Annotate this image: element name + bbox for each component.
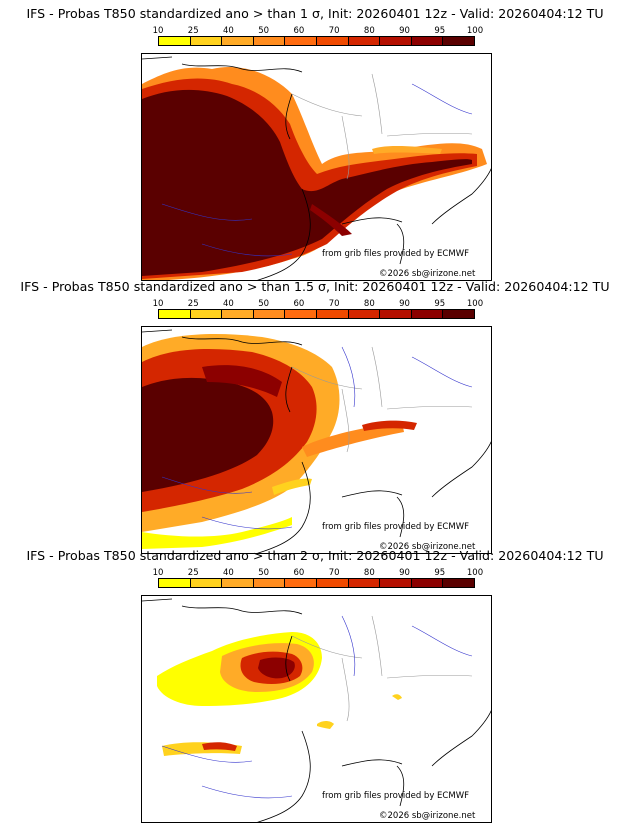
panel-title: IFS - Probas T850 standardized ano > tha… [26,548,604,563]
colorbar-swatch [411,310,444,318]
colorbar-tick-label: 90 [399,568,410,578]
colorbar-swatch [190,310,223,318]
colorbar-swatch [348,37,381,45]
colorbar-swatch [222,37,254,45]
colorbar-tick-label: 60 [293,299,305,309]
colorbar-tick-label: 90 [399,299,410,309]
colorbar-tick-label: 50 [258,299,270,309]
colorbar-tick-label: 10 [152,26,164,36]
colorbar-tick-label: 25 [187,568,199,578]
colorbar-ticks: 10 25 40 50 60 70 80 90 95 100 [153,299,484,309]
colorbar-swatch [253,37,286,45]
colorbar-tick-label: 80 [363,568,375,578]
colorbar-swatch [316,37,349,45]
colorbar-tick-label: 40 [223,568,234,578]
colorbar [158,36,475,46]
colorbar-tick-label: 70 [328,26,340,36]
colorbar-tick-label: 95 [434,568,446,578]
probability-map: from grib files provided by ECMWF ©2026 … [141,595,492,823]
map-panel-2sigma: IFS - Probas T850 standardized ano > tha… [0,548,630,823]
colorbar-tick-label: 40 [223,26,234,36]
colorbar-tick-label: 95 [434,299,446,309]
colorbar-tick-label: 70 [328,299,340,309]
colorbar-swatch [443,37,474,45]
colorbar-swatch [222,579,254,587]
colorbar-tick-label: 10 [152,299,164,309]
colorbar-swatch [348,310,381,318]
colorbar-tick-label: 100 [466,26,484,36]
colorbar-tick-label: 90 [399,26,410,36]
colorbar-tick-label: 100 [466,299,484,309]
map-panel-1sigma: IFS - Probas T850 standardized ano > tha… [0,6,630,281]
colorbar-swatch [159,310,191,318]
colorbar-swatch [253,579,286,587]
colorbar-swatch [159,37,191,45]
colorbar-swatch [253,310,286,318]
colorbar-tick-label: 40 [223,299,234,309]
colorbar-tick-label: 25 [187,299,199,309]
colorbar-swatch [285,310,317,318]
colorbar-tick-label: 50 [258,568,270,578]
panel-title: IFS - Probas T850 standardized ano > tha… [20,279,610,294]
colorbar-tick-label: 80 [363,299,375,309]
map-panel-1p5sigma: IFS - Probas T850 standardized ano > tha… [0,279,630,554]
colorbar-swatch [159,579,191,587]
panel-title: IFS - Probas T850 standardized ano > tha… [26,6,604,21]
colorbar-swatch [285,579,317,587]
colorbar-swatch [190,37,223,45]
colorbar-tick-label: 100 [466,568,484,578]
colorbar-swatch [380,37,412,45]
probability-map: from grib files provided by ECMWF ©2026 … [141,53,492,281]
probability-map: from grib files provided by ECMWF ©2026 … [141,326,492,554]
colorbar-swatch [348,579,381,587]
credit-source: from grib files provided by ECMWF [322,522,469,532]
colorbar-ticks: 10 25 40 50 60 70 80 90 95 100 [153,568,484,578]
colorbar-swatch [443,579,474,587]
colorbar-tick-label: 10 [152,568,164,578]
colorbar-ticks: 10 25 40 50 60 70 80 90 95 100 [153,26,484,36]
colorbar-swatch [316,310,349,318]
credit-copyright: ©2026 sb@irizone.net [379,542,476,552]
credit-copyright: ©2026 sb@irizone.net [379,811,476,821]
colorbar-swatch [222,310,254,318]
colorbar [158,309,475,319]
colorbar-swatch [316,579,349,587]
colorbar-tick-label: 80 [363,26,375,36]
colorbar-swatch [411,579,444,587]
colorbar [158,578,475,588]
colorbar-tick-label: 70 [328,568,340,578]
colorbar-swatch [411,37,444,45]
colorbar-swatch [190,579,223,587]
colorbar-swatch [443,310,474,318]
colorbar-swatch [285,37,317,45]
credit-copyright: ©2026 sb@irizone.net [379,269,476,279]
colorbar-swatch [380,310,412,318]
colorbar-swatch [380,579,412,587]
colorbar-tick-label: 60 [293,568,305,578]
colorbar-tick-label: 50 [258,26,270,36]
colorbar-tick-label: 60 [293,26,305,36]
credit-source: from grib files provided by ECMWF [322,791,469,801]
colorbar-tick-label: 25 [187,26,199,36]
credit-source: from grib files provided by ECMWF [322,249,469,259]
colorbar-tick-label: 95 [434,26,446,36]
